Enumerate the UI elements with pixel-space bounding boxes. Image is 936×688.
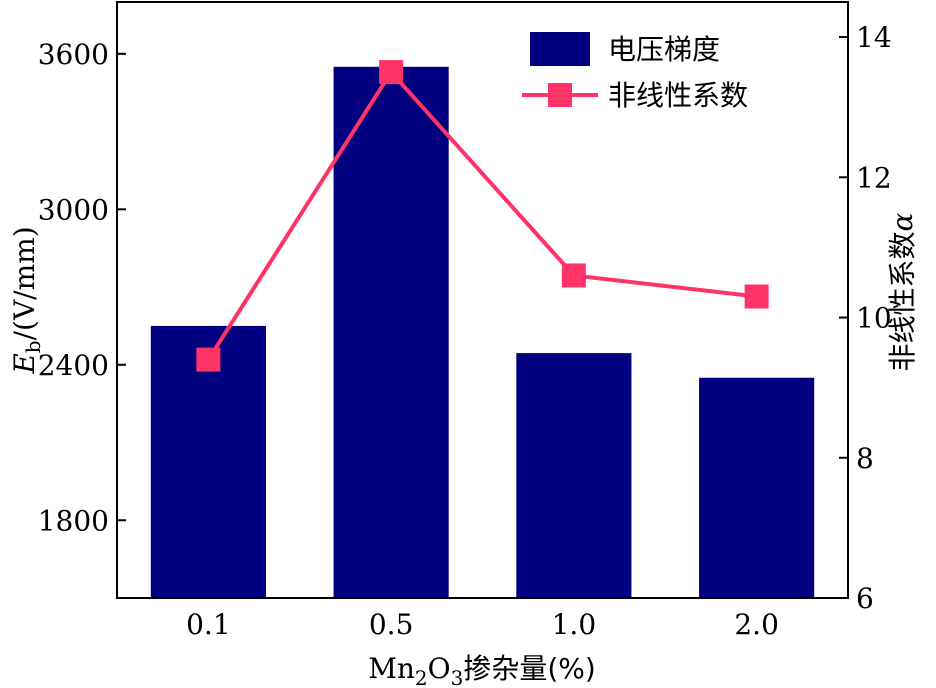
legend-swatch-marker xyxy=(548,83,572,107)
x-title-main: Mn xyxy=(368,652,415,685)
y-right-tick-label-2: 10 xyxy=(856,302,892,335)
y-left-tick-label-1: 2400 xyxy=(38,349,109,382)
y-left-title-sub: b xyxy=(21,340,45,353)
y-left-tick-label-2: 3000 xyxy=(38,193,109,226)
y-right-title-text: 非线性系数 xyxy=(886,231,919,371)
bar-3 xyxy=(699,377,815,598)
x-tick-label-2: 1.0 xyxy=(552,608,597,641)
x-title-sub2: 3 xyxy=(451,666,464,688)
y-right-tick-label-3: 12 xyxy=(856,161,892,194)
line-marker-2 xyxy=(561,263,586,288)
bar-2 xyxy=(516,353,632,598)
line-marker-3 xyxy=(744,284,769,309)
left-axis: 1800 2400 3000 3600 xyxy=(38,38,126,537)
y-right-title-symbol: α xyxy=(886,212,919,231)
line-path xyxy=(206,68,757,361)
line-marker-1 xyxy=(379,60,404,85)
plot-frame xyxy=(116,1,849,599)
legend-swatch-bar xyxy=(530,32,590,66)
legend-label-line: 非线性系数 xyxy=(608,79,748,112)
y-right-tick-label-1: 8 xyxy=(856,442,874,475)
line-series xyxy=(196,60,769,372)
y-left-title-rest: /(V/mm) xyxy=(8,226,41,340)
y-right-tick-label-4: 14 xyxy=(856,21,892,54)
y-left-tick-label-0: 1800 xyxy=(38,504,109,537)
legend: 电压梯度 非线性系数 xyxy=(522,32,748,112)
x-title-mid: O xyxy=(428,652,451,685)
x-tick-label-3: 2.0 xyxy=(734,608,779,641)
y-axis-right-title: 非线性系数α xyxy=(886,212,919,371)
bar-1 xyxy=(333,66,449,599)
x-axis: 0.1 0.5 1.0 2.0 xyxy=(186,608,779,641)
y-left-tick-label-3: 3600 xyxy=(38,38,109,71)
x-tick-label-0: 0.1 xyxy=(186,608,231,641)
x-tick-label-1: 0.5 xyxy=(369,608,414,641)
x-title-rest: 掺杂量(%) xyxy=(463,652,595,685)
y-axis-left-title: Eb/(V/mm) xyxy=(8,226,45,374)
right-axis: 6 8 10 12 14 xyxy=(839,21,892,615)
x-axis-title: Mn2O3掺杂量(%) xyxy=(368,652,596,688)
y-right-tick-label-0: 6 xyxy=(856,582,874,615)
y-left-title-main: E xyxy=(8,353,41,374)
x-title-sub1: 2 xyxy=(415,666,428,688)
legend-label-bar: 电压梯度 xyxy=(608,33,720,66)
bar-series xyxy=(150,66,815,599)
line-marker-0 xyxy=(196,347,221,372)
